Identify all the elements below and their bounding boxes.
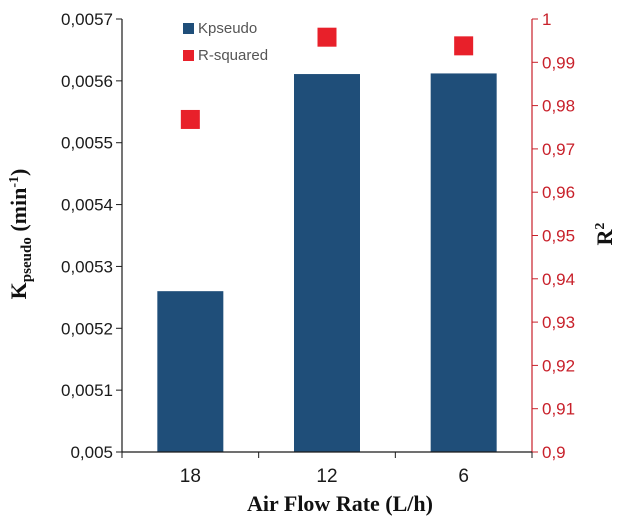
bar-kpseudo-12 (294, 74, 360, 452)
y2-tick-label: 0,96 (542, 183, 575, 202)
y2-tick-label: 1 (542, 10, 551, 29)
legend-label-kpseudo: Kpseudo (198, 20, 257, 37)
y2-tick-label: 0,98 (542, 97, 575, 116)
ticks-layer: 0,005 0,0051 0,0052 0,0053 0,0054 0,0055 0,005… (61, 10, 575, 487)
legend-label-r-squared: R-squared (198, 47, 268, 64)
y2-tick-label: 0,97 (542, 140, 575, 159)
y-tick-label: 0,0056 (61, 72, 113, 91)
y2-tick-label: 0,99 (542, 53, 575, 72)
y-tick-label: 0,0057 (61, 10, 113, 29)
y2-axis-title: R2 (592, 223, 617, 246)
x-tick-label: 18 (180, 466, 201, 487)
y2-tick-label: 0,95 (542, 227, 575, 246)
y-tick-label: 0,0053 (61, 257, 113, 276)
point-r-squared-6 (454, 36, 474, 56)
y-tick-label: 0,0051 (61, 381, 113, 400)
bar-kpseudo-6 (430, 73, 497, 452)
y-axis-title-unit-close: ) (6, 169, 31, 176)
y2-axis-title-main: R (592, 228, 617, 245)
y-axis-title-unit: (min (6, 188, 31, 238)
bar-kpseudo-18 (157, 291, 224, 452)
x-axis-title: Air Flow Rate (L/h) (247, 491, 433, 516)
x-tick-label: 6 (458, 466, 469, 487)
y2-tick-label: 0,92 (542, 356, 575, 375)
y-tick-label: 0,0055 (61, 134, 113, 153)
y2-tick-label: 0,91 (542, 400, 575, 419)
legend: Kpseudo R-squared (183, 20, 268, 64)
points-layer (180, 27, 474, 129)
bars-layer (157, 73, 497, 452)
y2-tick-label: 0,9 (542, 443, 566, 462)
y-axis-title-sub: pseudo (19, 237, 35, 282)
y-tick-label: 0,0052 (61, 319, 113, 338)
y-axis-title-unit-sup: -1 (7, 176, 22, 188)
y2-tick-label: 0,94 (542, 270, 575, 289)
point-r-squared-18 (180, 109, 200, 129)
point-r-squared-12 (317, 27, 337, 47)
legend-swatch-kpseudo (183, 23, 194, 34)
y2-axis-title-sup: 2 (593, 223, 608, 230)
x-tick-label: 12 (316, 466, 337, 487)
y-axis-title-main: K (6, 282, 31, 299)
y-tick-label: 0,0054 (61, 196, 113, 215)
legend-swatch-r-squared (183, 50, 194, 61)
y-tick-label: 0,005 (70, 443, 113, 462)
y-axis-title: Kpseudo (min-1) (6, 169, 35, 300)
y2-tick-label: 0,93 (542, 313, 575, 332)
